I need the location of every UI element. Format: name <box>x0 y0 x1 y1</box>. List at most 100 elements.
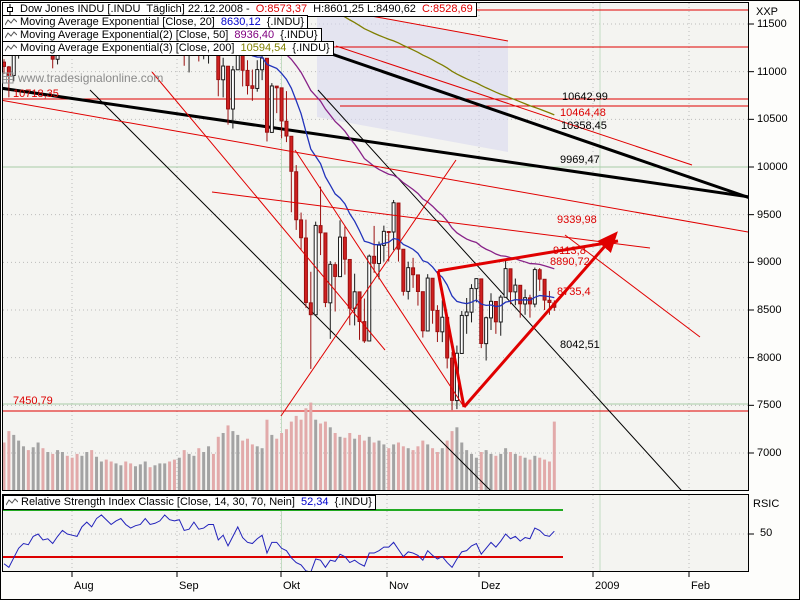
candle-body <box>498 296 503 323</box>
volume-bar <box>182 450 186 490</box>
candle-body <box>459 314 464 354</box>
volume-bar <box>523 457 527 490</box>
volume-bar <box>187 453 191 490</box>
volume-bar <box>99 461 103 490</box>
volume-bar <box>518 455 522 490</box>
volume-bar <box>445 440 449 490</box>
volume-bar <box>294 415 298 490</box>
volume-bar <box>129 463 133 490</box>
candle-body <box>250 85 255 89</box>
volume-bar <box>36 442 40 490</box>
volume-bar <box>177 457 181 490</box>
trend-line <box>280 159 457 417</box>
candle-body <box>362 321 367 342</box>
volume-bar <box>51 453 55 490</box>
trend-line <box>211 191 651 249</box>
price-level-label: 9113,8 <box>553 245 586 257</box>
trend-line <box>151 71 386 351</box>
legend-text: Dow Jones INDU [.INDU Täglich] 22.12.200… <box>20 3 253 15</box>
candle-body <box>450 357 455 401</box>
volume-bar <box>499 453 503 490</box>
price-level-label: 10642,99 <box>562 91 608 103</box>
volume-bar <box>401 446 405 490</box>
legend-text: {.INDU} <box>331 496 372 508</box>
volume-bar <box>216 436 220 490</box>
volume-bar <box>280 433 284 490</box>
candle-body <box>391 202 396 233</box>
rsi-axis-unit-label: RSIC <box>753 498 780 510</box>
candle-body <box>294 171 299 221</box>
legend-text: {.INDU} <box>277 29 318 41</box>
volume-bar <box>372 442 376 490</box>
volume-bar <box>265 419 269 490</box>
legend-row[interactable]: Relative Strength Index Classic [Close, … <box>3 495 376 510</box>
volume-bar <box>153 465 157 490</box>
volume-bar <box>358 434 362 490</box>
volume-bar <box>508 452 512 490</box>
candle-body <box>323 232 328 304</box>
volume-bar <box>362 440 366 490</box>
candle-body <box>406 267 411 292</box>
y-axis-tick-label: 11000 <box>757 65 787 78</box>
volume-bar <box>231 431 235 490</box>
volume-bar <box>207 446 211 490</box>
candle-body <box>333 264 338 277</box>
candle-body <box>464 311 469 317</box>
volume-bar <box>348 433 352 490</box>
candle-body <box>269 85 274 133</box>
legend-text: O:8573,37 <box>255 3 311 15</box>
volume-bar <box>12 434 16 490</box>
candle-body <box>503 268 508 298</box>
legend-row[interactable]: Dow Jones INDU [.INDU Täglich] 22.12.200… <box>2 2 477 17</box>
candle-body <box>411 267 416 276</box>
volume-bar <box>455 427 459 490</box>
candle-body <box>226 65 231 110</box>
volume-bar <box>440 448 444 490</box>
candle-body <box>542 278 547 301</box>
volume-bar <box>46 452 50 490</box>
volume-bar <box>56 450 60 490</box>
indicator-icon <box>6 498 18 506</box>
rsi-line <box>3 514 555 571</box>
price-axis-unit-label: XXP <box>756 6 779 18</box>
volume-bar <box>260 448 264 490</box>
volume-bar <box>192 455 196 490</box>
volume-bar <box>26 450 30 490</box>
volume-bar <box>304 408 308 490</box>
volume-bar <box>333 433 337 490</box>
legend-text: {.INDU} <box>289 42 330 54</box>
legend-text: Moving Average Exponential(2) [Close, 50… <box>20 29 232 41</box>
candle-body <box>381 230 386 246</box>
volume-bar <box>406 448 410 490</box>
volume-bar <box>465 450 469 490</box>
watermark-text: www.tradesignalonline.com <box>18 71 164 85</box>
candle-body <box>338 236 343 278</box>
volume-bar <box>299 419 303 490</box>
candle-body <box>284 120 289 137</box>
candle-body <box>357 291 362 323</box>
volume-bar <box>377 440 381 490</box>
candle-body <box>3 61 6 67</box>
volume-bar <box>450 431 454 490</box>
trend-line <box>462 231 618 408</box>
candle-body <box>479 278 484 344</box>
candle-body <box>245 69 250 87</box>
legend-text: 52,34 <box>300 496 329 508</box>
legend-row[interactable]: Moving Average Exponential [Close, 20] 8… <box>2 15 309 30</box>
volume-bar <box>17 440 21 490</box>
volume-bar <box>387 448 391 490</box>
candle-body <box>279 87 284 122</box>
legend-row[interactable]: Moving Average Exponential(3) [Close, 20… <box>2 41 334 56</box>
legend-text: {.INDU} <box>263 16 305 28</box>
volume-bar <box>382 444 386 490</box>
candle-body <box>376 244 381 264</box>
volume-bar <box>528 459 532 490</box>
candle-body <box>547 299 552 303</box>
candle-body <box>274 85 279 89</box>
candle-body <box>469 287 474 313</box>
volume-bar <box>41 448 45 490</box>
candle-body <box>289 135 294 172</box>
candle-body <box>435 309 440 333</box>
legend-text: Moving Average Exponential(3) [Close, 20… <box>20 42 238 54</box>
legend-text: H:8601,25 L:8490,62 <box>313 3 419 15</box>
